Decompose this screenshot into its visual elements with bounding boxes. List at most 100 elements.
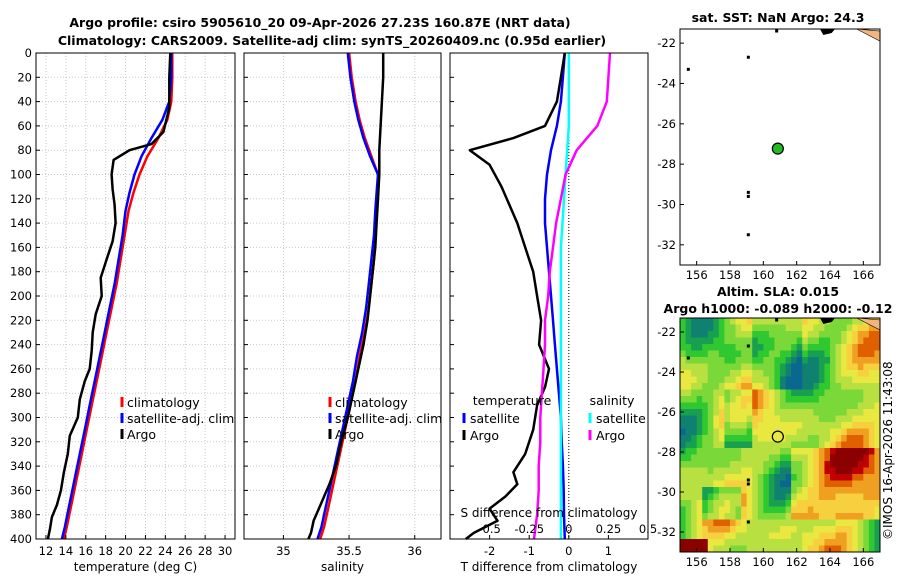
sla-cell (718, 370, 725, 377)
sla-cell (846, 396, 853, 403)
island-dot (746, 478, 750, 482)
sla-cell (768, 545, 775, 553)
y-tick-label: 260 (10, 362, 32, 376)
sla-cell (735, 545, 742, 553)
sla-cell (791, 461, 798, 468)
sla-cell (735, 396, 742, 403)
sla-cell (752, 519, 759, 527)
sla-cell (696, 545, 703, 553)
sla-cell (718, 337, 725, 345)
sla-cell (702, 318, 709, 325)
sla-cell (685, 461, 692, 468)
sla-cell (680, 331, 686, 338)
sla-cell (841, 513, 848, 520)
sla-cell (746, 435, 753, 442)
sla-cell (702, 357, 709, 364)
sla-cell (735, 513, 742, 520)
sla-cell (785, 519, 792, 527)
sla-cell (824, 545, 831, 553)
sla-cell (730, 539, 736, 546)
x-tick-label: 30 (218, 544, 233, 558)
sla-cell (802, 396, 809, 403)
sla-cell (707, 383, 714, 390)
sla-cell (846, 467, 853, 475)
sla-cell (852, 331, 859, 338)
sla-cell (818, 506, 825, 514)
sla-cell (857, 493, 864, 501)
island-dot (686, 356, 690, 360)
sla-cell (680, 500, 686, 507)
y-tick-label: 120 (10, 192, 32, 206)
sla-cell (741, 422, 748, 429)
sla-map-panel: Altim. SLA: 0.015 Argo h1000: -0.089 h200… (657, 284, 892, 569)
sla-cell (791, 435, 798, 442)
sla-cell (802, 474, 809, 481)
sla-cell (757, 435, 764, 442)
sla-cell (730, 337, 736, 345)
sla-cell (741, 376, 748, 384)
y-tick-label: 200 (10, 289, 32, 303)
sla-cell (730, 389, 736, 397)
sla-cell (796, 539, 803, 546)
sla-cell (791, 389, 798, 397)
sla-cell (780, 493, 786, 501)
sla-cell (818, 344, 825, 351)
sla-cell (813, 461, 820, 468)
sla-cell (696, 318, 703, 325)
sla-cell (718, 545, 725, 553)
sla-cell (757, 532, 764, 540)
sla-cell (724, 500, 731, 507)
sla-cell (691, 467, 698, 475)
sla-cell (768, 357, 775, 364)
sla-cell (774, 422, 781, 429)
sla-cell (757, 383, 764, 390)
sla-cell (746, 337, 753, 345)
sla-cell (830, 532, 836, 540)
sla-cell (830, 526, 836, 533)
sla-cell (874, 493, 881, 501)
sla-cell (702, 467, 709, 475)
sla-cell (841, 500, 848, 507)
sla-cell (768, 532, 775, 540)
sla-cell (696, 324, 703, 332)
sla-cell (846, 337, 853, 345)
sla-cell (763, 500, 770, 507)
sla-cell (730, 402, 736, 410)
sla-cell (830, 337, 836, 345)
sla-cell (707, 513, 714, 520)
sla-cell (735, 467, 742, 475)
sla-cell (685, 467, 692, 475)
sla-cell (818, 487, 825, 494)
legend-heading-temperature: temperature (473, 393, 552, 408)
sla-cell (841, 474, 848, 481)
sla-cell (796, 376, 803, 384)
sla-cell (768, 487, 775, 494)
sla-cell (680, 467, 686, 475)
sla-cell (707, 532, 714, 540)
sla-cell (730, 441, 736, 449)
sla-cell (796, 318, 803, 325)
sla-cell (713, 487, 720, 494)
sla-cell (830, 389, 836, 397)
sla-cell (824, 331, 831, 338)
sla-cell (724, 344, 731, 351)
sla-cell (818, 474, 825, 481)
sla-cell (680, 506, 686, 514)
sla-map-title: Altim. SLA: 0.015 (717, 284, 839, 299)
sla-cell (735, 532, 742, 540)
sla-cell (741, 402, 748, 410)
x-tick-label: -1 (523, 544, 534, 558)
sla-cell (768, 415, 775, 423)
sla-cell (752, 428, 759, 436)
sla-cell (707, 493, 714, 501)
sla-cell (713, 383, 720, 390)
sla-cell (796, 487, 803, 494)
sla-cell (696, 539, 703, 546)
sla-cell (824, 461, 831, 468)
sla-cell (774, 363, 781, 371)
sla-cell (852, 532, 859, 540)
sla-cell (852, 519, 859, 527)
sla-cell (730, 461, 736, 468)
sla-cell (780, 513, 786, 520)
sla-cell (718, 435, 725, 442)
